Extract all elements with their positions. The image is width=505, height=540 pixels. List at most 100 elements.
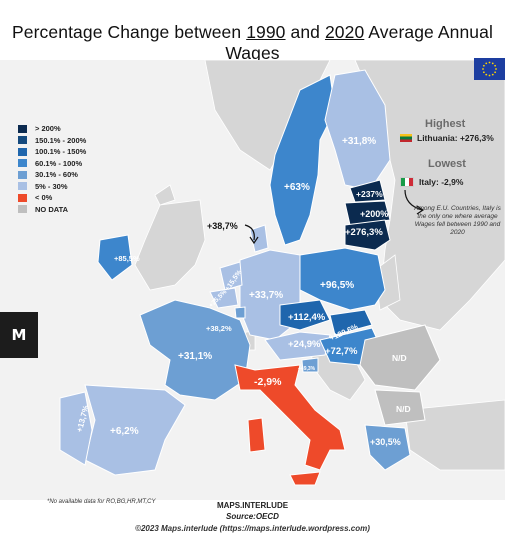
eu-star	[482, 68, 484, 70]
eu-star	[482, 64, 485, 67]
lithuania-flag-icon	[400, 134, 412, 142]
legend-swatch	[18, 193, 27, 202]
label-poland: +96,5%	[320, 280, 354, 291]
legend-swatch	[18, 170, 27, 179]
legend-label: NO DATA	[35, 204, 69, 214]
label-finland: +31,8%	[342, 136, 376, 147]
legend-swatch	[18, 124, 27, 133]
label-estonia: +237%	[356, 189, 383, 199]
highest-value: Lithuania: +276,3%	[400, 133, 494, 143]
country-greece	[364, 424, 411, 471]
country-slovenia	[301, 357, 319, 373]
legend-swatch	[18, 136, 27, 144]
legend-item: 100.1% - 150%	[18, 146, 86, 157]
copyright: ©2023 Maps.interlude (https://maps.inter…	[135, 524, 370, 533]
legend-item: 30.1% - 60%	[18, 169, 86, 180]
label-austria: +24,9%	[288, 339, 321, 350]
country-latvia	[344, 200, 391, 226]
label-spain: +6,2%	[110, 426, 139, 437]
label-germany: +33,7%	[249, 290, 283, 301]
legend-label: > 200%	[35, 124, 61, 133]
eu-star	[488, 61, 491, 64]
note-arrowhead	[416, 205, 425, 215]
legend-label: < 0%	[35, 193, 53, 202]
country-lithuania	[344, 219, 391, 251]
country-norway-sweden	[269, 74, 336, 246]
lowest-value: Italy: -2,9%	[400, 177, 463, 187]
label-latvia: +200%	[360, 209, 388, 219]
legend-swatch	[18, 159, 27, 167]
label-slovenia: +49,3%	[298, 366, 316, 372]
country-portugal	[59, 391, 93, 466]
label-france: +31,1%	[178, 351, 212, 362]
label-denmark: +38,7%	[207, 221, 238, 231]
maps-interlude-logo: M	[0, 312, 38, 358]
legend: > 200% 150.1% - 200% 100.1% - 150% 60.1% - …	[18, 123, 86, 215]
brand: MAPS.INTERLUDE	[216, 501, 289, 510]
label-italy: -2,9%	[254, 376, 282, 388]
denmark-arrow	[244, 224, 255, 241]
legend-label: 30.1% - 60%	[35, 170, 78, 179]
note-arrow	[404, 189, 423, 211]
legend-item: 150.1% - 200%	[18, 135, 86, 146]
legend-swatch	[18, 205, 27, 213]
eu-star	[485, 62, 488, 65]
legend-item: 5% - 30%	[18, 181, 86, 192]
legend-swatch	[18, 147, 27, 156]
country-sicily	[289, 471, 321, 486]
eu-star	[495, 68, 497, 70]
eu-star	[494, 71, 497, 74]
country-romania	[359, 324, 441, 391]
lowest-title: Lowest	[428, 158, 466, 170]
legend-label: 150.1% - 200%	[35, 135, 87, 145]
label-lithuania: +276,3%	[345, 227, 383, 238]
eu-star	[485, 73, 488, 76]
label-czech: +112,4%	[288, 312, 326, 323]
legend-swatch	[18, 182, 27, 190]
eu-star	[488, 74, 491, 77]
source: Source:OECD	[226, 512, 279, 521]
legend-item: NO DATA	[18, 204, 86, 215]
map-title: Percentage Change between 1990 and 2020 …	[12, 22, 493, 63]
country-bulgaria	[374, 389, 426, 426]
label-bulgaria: N/D	[396, 404, 411, 414]
eu-star	[491, 73, 494, 76]
country-luxembourg	[234, 306, 246, 319]
eu-star	[494, 64, 497, 67]
eu-star	[482, 71, 485, 74]
denmark-arrowhead	[249, 236, 259, 245]
country-ireland	[97, 234, 133, 281]
eu-star	[491, 62, 494, 65]
legend-label: 100.1% - 150%	[35, 147, 87, 156]
legend-label: 60.1% - 100%	[35, 158, 83, 168]
legend-item: 60.1% - 100%	[18, 158, 86, 169]
country-sardinia	[247, 417, 266, 453]
country-slovakia	[329, 309, 373, 336]
country-france	[139, 299, 251, 401]
label-greece: +30,5%	[370, 437, 401, 447]
legend-label: 5% - 30%	[35, 181, 68, 191]
country-italy	[234, 364, 346, 471]
label-hungary: +72,7%	[325, 346, 358, 357]
map-area: +31,8% +63% +237% +200% +276,3% +85,5% +…	[0, 59, 505, 500]
label-luxembourg: +38,2%	[206, 324, 232, 333]
non-eu-land	[134, 59, 505, 471]
country-denmark	[249, 224, 269, 253]
country-poland	[299, 247, 386, 311]
europe-map: +31,8% +63% +237% +200% +276,3% +85,5% +…	[59, 59, 505, 486]
legend-item: < 0%	[18, 192, 86, 203]
country-czech	[279, 299, 331, 331]
label-romania: N/D	[392, 353, 407, 363]
eu-countries	[59, 69, 441, 486]
label-sweden: +63%	[284, 182, 310, 193]
italy-note: Among E.U. Countries, Italy is the only …	[414, 205, 501, 236]
highest-title: Highest	[425, 118, 466, 130]
country-estonia	[349, 179, 386, 203]
legend-item: > 200%	[18, 123, 86, 134]
eu-flag-icon	[474, 58, 505, 80]
country-belgium	[209, 287, 239, 309]
italy-flag-icon	[400, 177, 414, 187]
country-netherlands	[219, 261, 243, 291]
footnote: *No available data for RO,BG,HR,MT,CY	[47, 499, 156, 505]
label-ireland: +85,5%	[114, 254, 140, 263]
